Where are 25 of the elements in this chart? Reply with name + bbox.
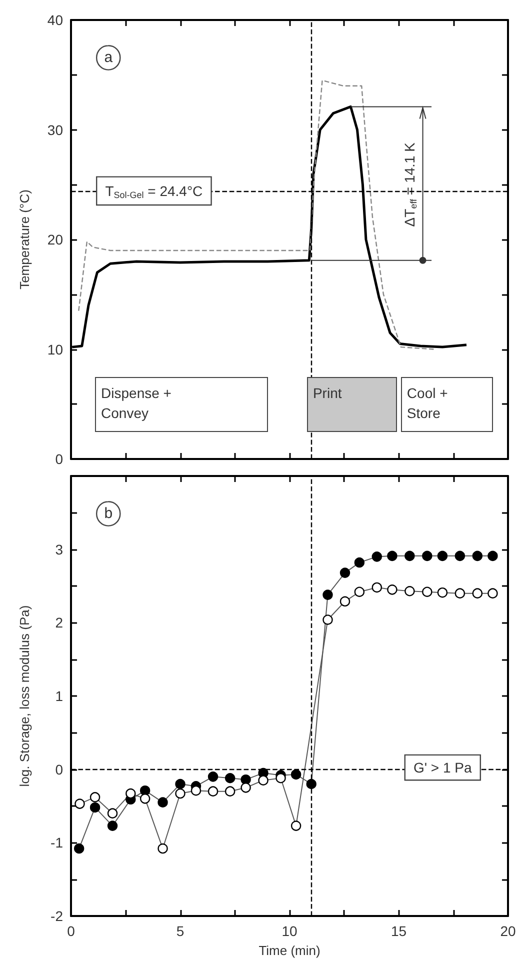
y-axis-title: log. Storage, loss modulus (Pa): [17, 605, 32, 787]
y-tick-label: 2: [55, 614, 64, 631]
y-tick-label: -2: [50, 908, 64, 924]
y-tick-label: 1: [55, 688, 64, 704]
x-tick-label: 20: [500, 923, 516, 939]
x-tick-label: 5: [176, 923, 184, 939]
y-tick-label: 40: [47, 12, 64, 28]
y-tick-label: 0: [55, 451, 64, 467]
y-tick-label: 3: [55, 541, 64, 558]
y-tick-label: 10: [47, 341, 64, 358]
annotation: Cool + Store: [406, 384, 449, 423]
annotation: Dispense + Convey: [100, 384, 172, 423]
x-tick-label: 10: [282, 923, 298, 939]
annotation: Print: [312, 384, 343, 403]
annotation: b: [104, 505, 113, 522]
y-tick-label: 20: [47, 232, 64, 248]
y-axis-title: Temperature (°C): [17, 190, 32, 290]
ref-line-label: G' > 1 Pa: [413, 760, 472, 776]
y-tick-label: 30: [47, 122, 64, 138]
x-axis-title: Time (min): [258, 943, 320, 958]
x-tick-label: 0: [67, 923, 76, 939]
y-tick-label: -1: [50, 834, 64, 851]
annotation: a: [104, 49, 114, 66]
x-tick-label: 15: [390, 923, 407, 939]
y-tick-label: 0: [55, 761, 64, 778]
